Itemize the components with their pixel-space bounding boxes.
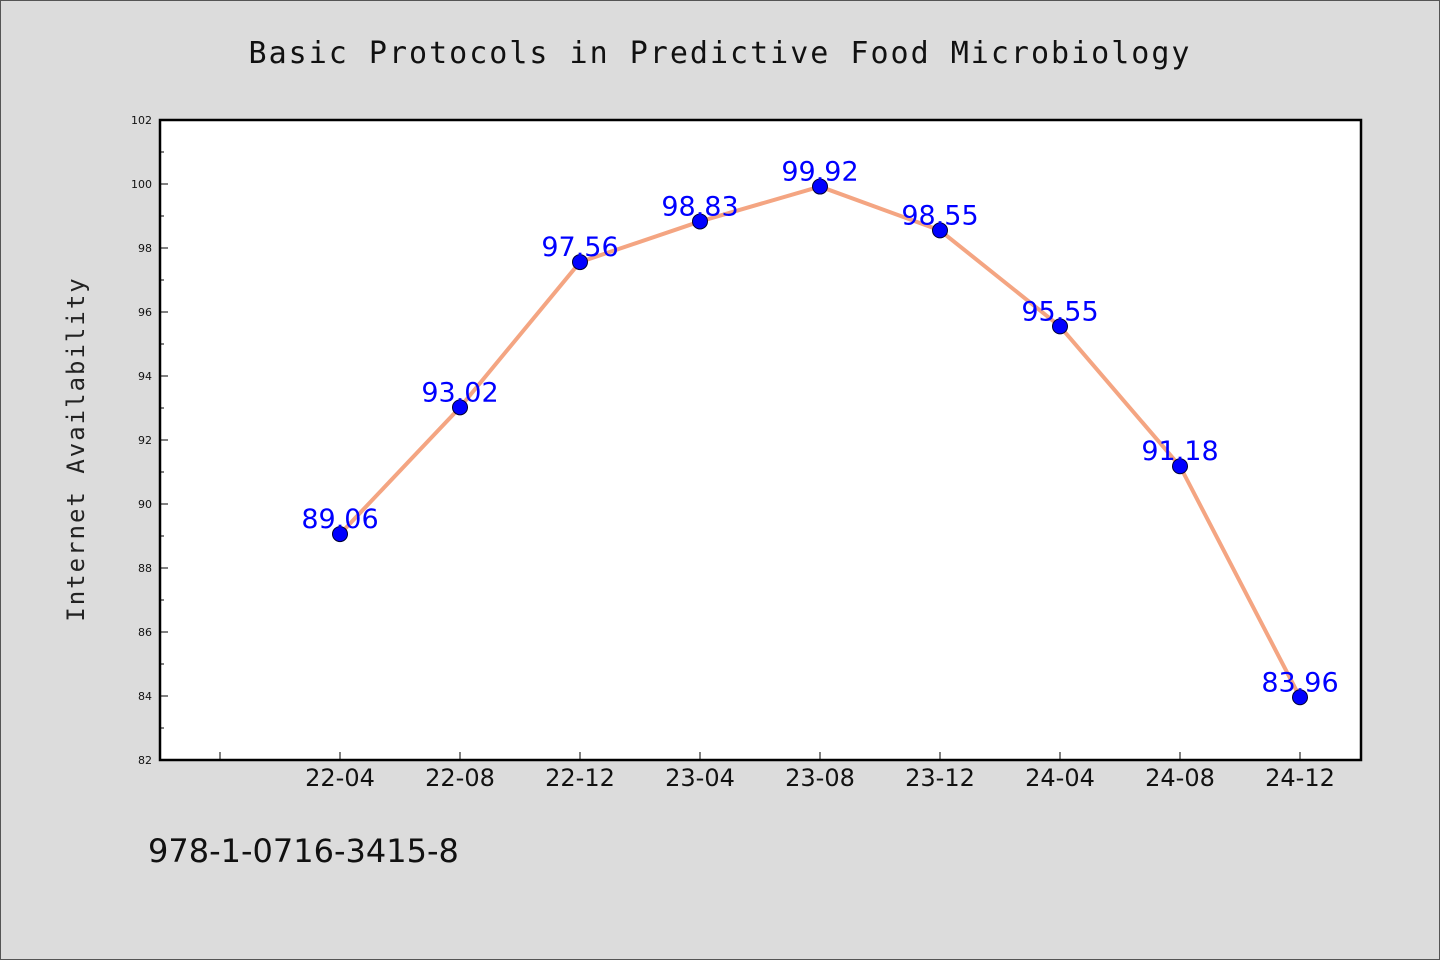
data-label: 97.56: [541, 232, 618, 263]
data-labels: 89.06 93.02 97.56 98.83 99.92 98.55 95.55 91.18…: [301, 157, 1338, 699]
x-tick-label: 22-04: [305, 764, 375, 792]
data-label: 99.92: [781, 157, 858, 188]
y-tick-label: 102: [131, 114, 152, 127]
series-line-segment: [1178, 464, 1302, 700]
y-tick-label: 96: [138, 306, 152, 319]
x-tick-label: 24-08: [1145, 764, 1215, 792]
series-line-segment: [1058, 324, 1182, 469]
series-markers: [332, 178, 1308, 706]
series-line-segment: [698, 184, 822, 224]
data-label: 91.18: [1141, 436, 1218, 467]
data-label: 98.83: [661, 191, 738, 222]
data-label: 89.06: [301, 504, 378, 535]
chart-title: Basic Protocols in Predictive Food Micro…: [249, 36, 1192, 71]
y-tick-label: 100: [131, 178, 152, 191]
x-tick-label: 23-04: [665, 764, 735, 792]
series-line-segment: [338, 405, 462, 537]
y-tick-label: 98: [138, 242, 152, 255]
y-tick-label: 82: [138, 754, 152, 767]
x-tick-label: 23-08: [785, 764, 855, 792]
data-point: [1052, 318, 1068, 335]
x-axis: 22-04 22-08 22-12 23-04 23-08 23-12 24-04 24-08…: [219, 752, 1335, 792]
data-label: 98.55: [901, 200, 978, 231]
data-point: [932, 222, 948, 239]
y-tick-label: 94: [138, 370, 152, 383]
x-tick-label: 23-12: [905, 764, 975, 792]
data-point: [1292, 689, 1308, 706]
y-tick-label: 84: [138, 690, 152, 703]
data-point: [572, 254, 588, 271]
data-point: [1172, 458, 1188, 475]
footer-code: 978-1-0716-3415-8: [148, 832, 459, 870]
y-axis: 82 84 86 88 90 92 94 96 98 100 102: [131, 114, 168, 767]
x-tick-label: 24-12: [1265, 764, 1335, 792]
data-label: 93.02: [421, 377, 498, 408]
x-tick-label: 24-04: [1025, 764, 1095, 792]
plot-area: [160, 120, 1361, 760]
series-line-segment: [818, 184, 942, 233]
series-line-segment: [458, 260, 582, 410]
x-tick-label: 22-12: [545, 764, 615, 792]
y-tick-label: 86: [138, 626, 152, 639]
data-point: [812, 178, 828, 195]
data-point: [332, 526, 348, 543]
y-tick-label: 92: [138, 434, 152, 447]
y-axis-label: Internet Availability: [62, 276, 90, 621]
plot-border: [158, 118, 1363, 762]
x-tick-label: 22-08: [425, 764, 495, 792]
series-line-group: [338, 184, 1302, 700]
data-label: 95.55: [1021, 296, 1098, 327]
data-point: [452, 399, 468, 416]
y-tick-label: 88: [138, 562, 152, 575]
data-point: [692, 213, 708, 230]
y-tick-label: 90: [138, 498, 152, 511]
data-label: 83.96: [1261, 667, 1338, 698]
series-line-segment: [578, 219, 702, 265]
series-line-segment: [938, 228, 1062, 329]
